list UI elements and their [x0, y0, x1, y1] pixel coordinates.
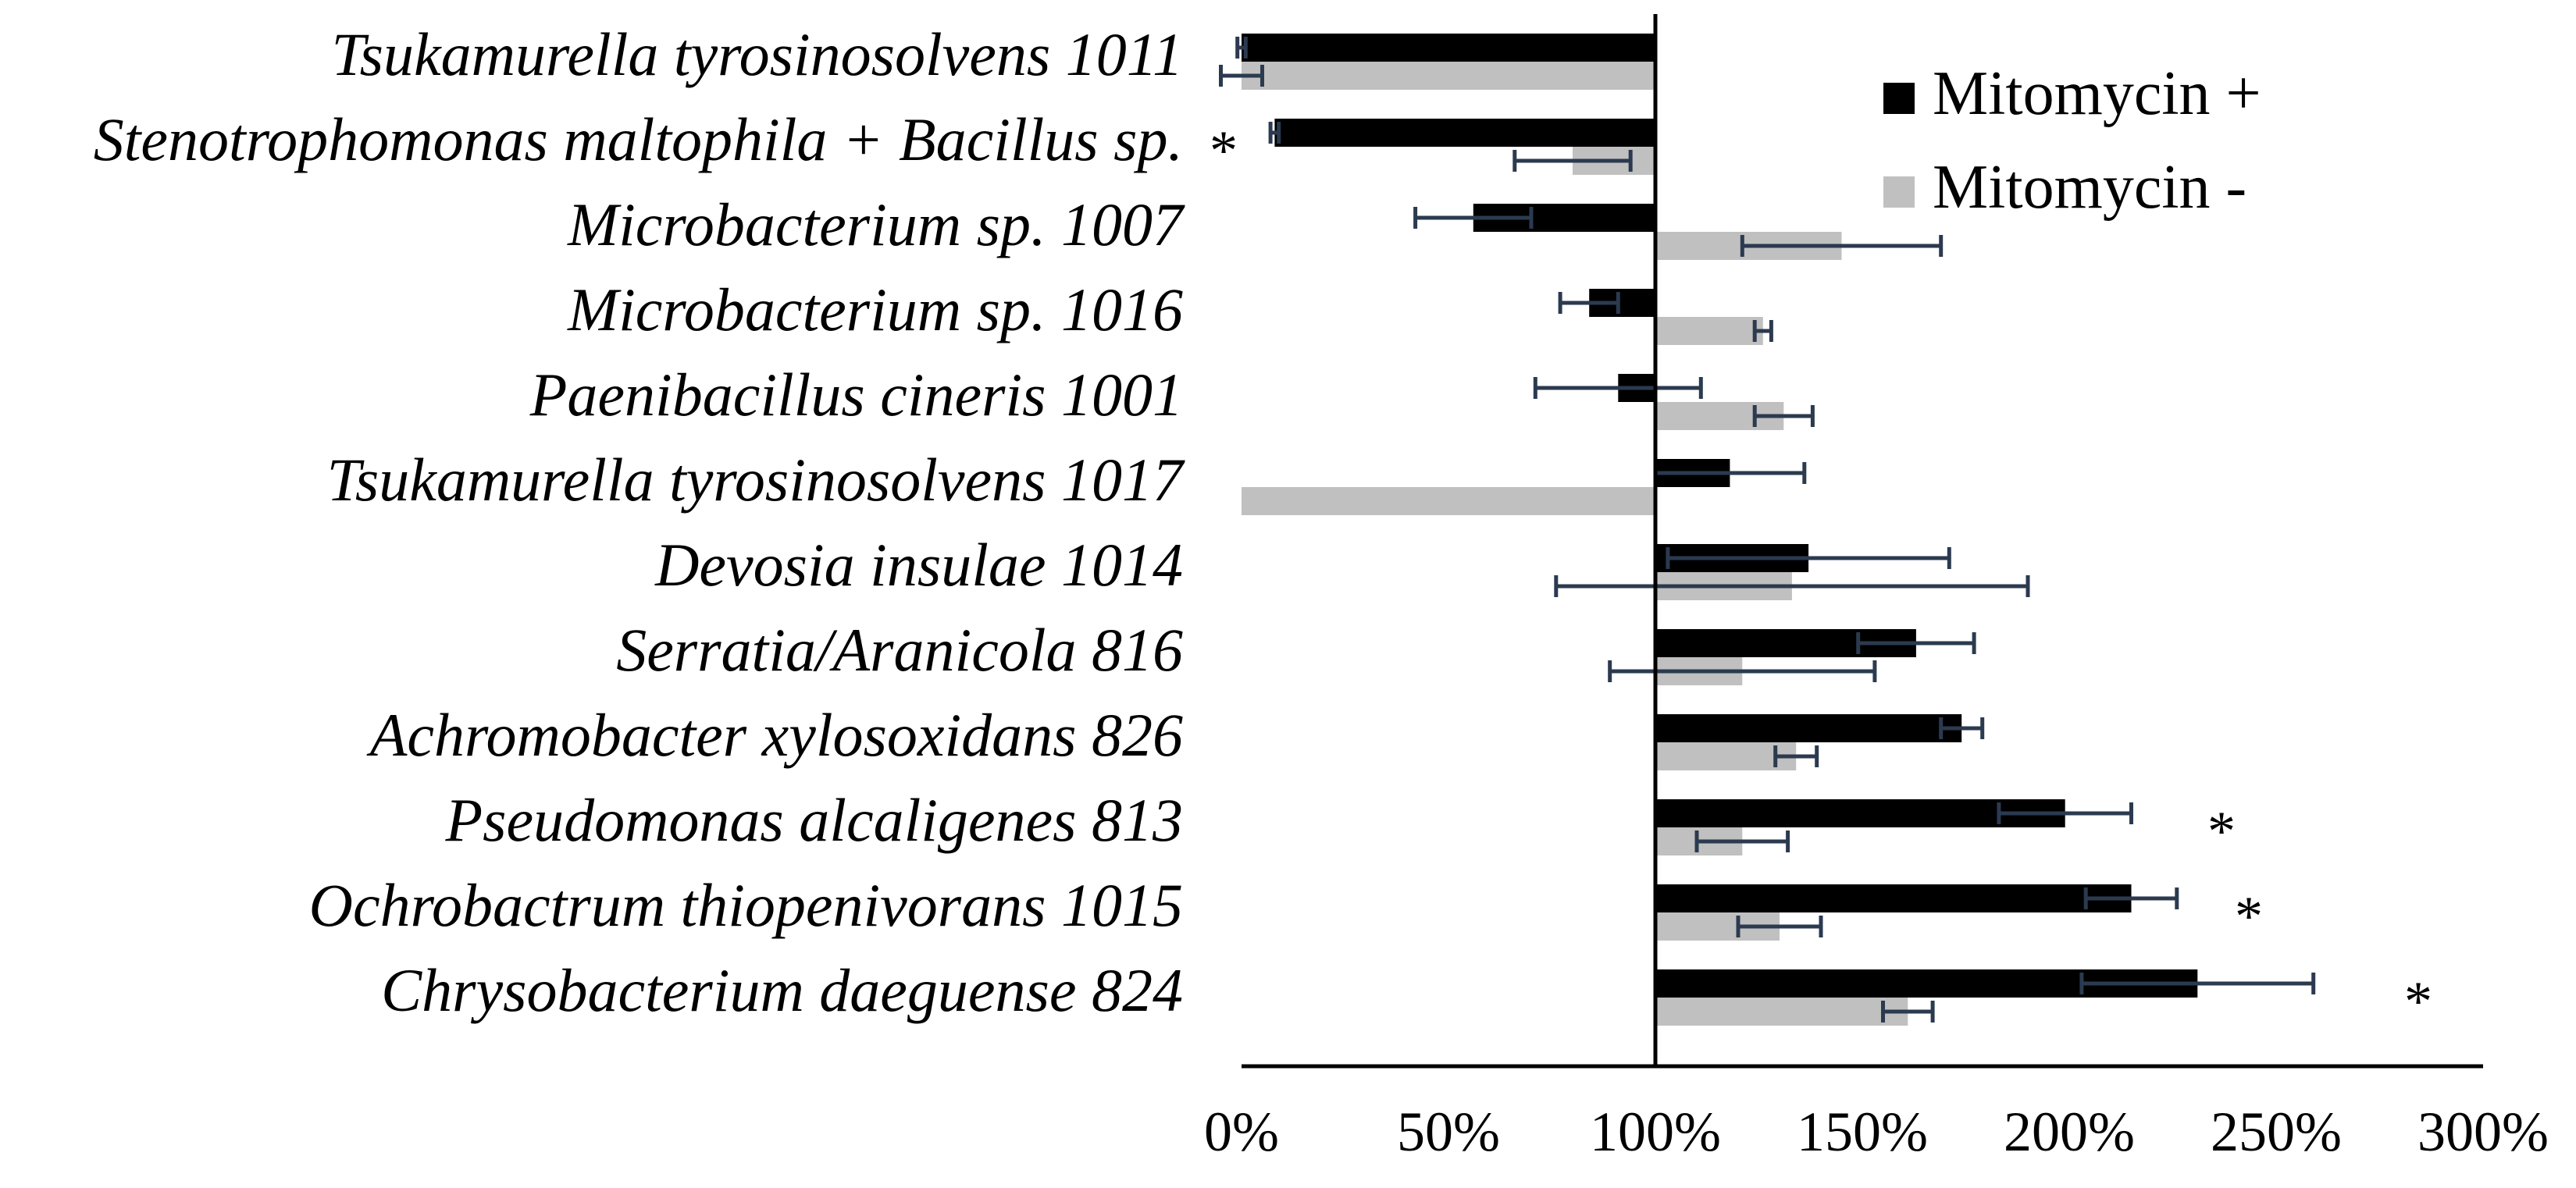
error-bar [2079, 973, 2316, 994]
x-tick-label: 50% [1397, 1101, 1500, 1163]
bar-mitomycin-minus [1655, 998, 1908, 1026]
error-bar [1752, 320, 1773, 342]
error-bar [1413, 207, 1534, 229]
x-tick-label: 250% [2211, 1101, 2342, 1163]
category-label: Stenotrophomonas maltophila + Bacillus s… [94, 105, 1183, 173]
error-bar [1268, 122, 1281, 144]
significance-markers: * * * * [1210, 119, 2432, 1033]
category-label: Pseudomonas alcaligenes 813 [444, 786, 1183, 854]
error-bar [1773, 745, 1819, 767]
bar-mitomycin-minus [1242, 62, 1655, 90]
error-bar [2083, 887, 2179, 909]
significance-star: * [2404, 970, 2432, 1033]
error-bar [1666, 547, 1951, 569]
error-bar [1752, 405, 1815, 427]
significance-star: * [2207, 800, 2236, 863]
error-bar [1881, 1001, 1935, 1023]
category-labels: Tsukamurella tyrosinosolvens 1011 Stenotr… [94, 20, 1185, 1024]
category-label: Chrysobacterium daeguense 824 [381, 956, 1183, 1024]
legend-swatch-mitomycin-minus [1883, 176, 1915, 208]
x-tick-label: 300% [2417, 1101, 2549, 1163]
category-label: Devosia insulae 1014 [654, 531, 1183, 599]
bar-mitomycin-plus [1655, 714, 1962, 742]
error-bar [1736, 916, 1823, 937]
error-bars-layer [1219, 37, 2316, 1023]
error-bar [1694, 831, 1790, 852]
bar-mitomycin-minus [1655, 317, 1763, 345]
error-bar [1939, 717, 1985, 739]
significance-star: * [2235, 885, 2263, 948]
category-label: Paenibacillus cineris 1001 [529, 361, 1183, 429]
error-bar [1997, 802, 2133, 824]
category-label: Tsukamurella tyrosinosolvens 1011 [331, 20, 1183, 88]
category-label: Microbacterium sp. 1007 [567, 190, 1185, 258]
category-label: Tsukamurella tyrosinosolvens 1017 [327, 446, 1185, 514]
axes-layer [1242, 14, 2483, 1069]
error-bar [1856, 632, 1976, 654]
x-tick-label: 100% [1590, 1101, 1721, 1163]
category-label: Ochrobactrum thiopenivorans 1015 [309, 871, 1183, 939]
error-bar [1512, 150, 1633, 172]
x-tick-label: 200% [2004, 1101, 2135, 1163]
category-label: Serratia/Aranicola 816 [616, 616, 1183, 684]
error-bar [1235, 37, 1248, 59]
bar-mitomycin-plus [1655, 884, 2132, 912]
x-tick-label: 150% [1797, 1101, 1928, 1163]
legend: Mitomycin + Mitomycin - [1883, 59, 2261, 222]
x-tick-label: 0% [1204, 1101, 1279, 1163]
error-bar [1554, 575, 2030, 597]
error-bar [1740, 235, 1944, 257]
significance-star: * [1210, 119, 1238, 182]
error-bar [1219, 65, 1264, 87]
legend-label-mitomycin-minus: Mitomycin - [1933, 153, 2246, 222]
category-label: Achromobacter xylosoxidans 826 [366, 701, 1183, 769]
bar-mitomycin-plus [1242, 34, 1655, 62]
error-bar [1558, 292, 1620, 314]
category-label: Microbacterium sp. 1016 [567, 276, 1183, 343]
bar-mitomycin-minus [1655, 742, 1797, 770]
error-bar [1533, 377, 1703, 399]
bar-mitomycin-plus [1274, 119, 1655, 147]
bar-mitomycin-minus [1242, 487, 1655, 515]
legend-label-mitomycin-plus: Mitomycin + [1933, 59, 2261, 128]
x-tick-labels: 0% 50% 100% 150% 200% 250% 300% [1204, 1101, 2549, 1163]
bar-mitomycin-plus [1655, 799, 2065, 827]
legend-swatch-mitomycin-plus [1883, 83, 1915, 114]
